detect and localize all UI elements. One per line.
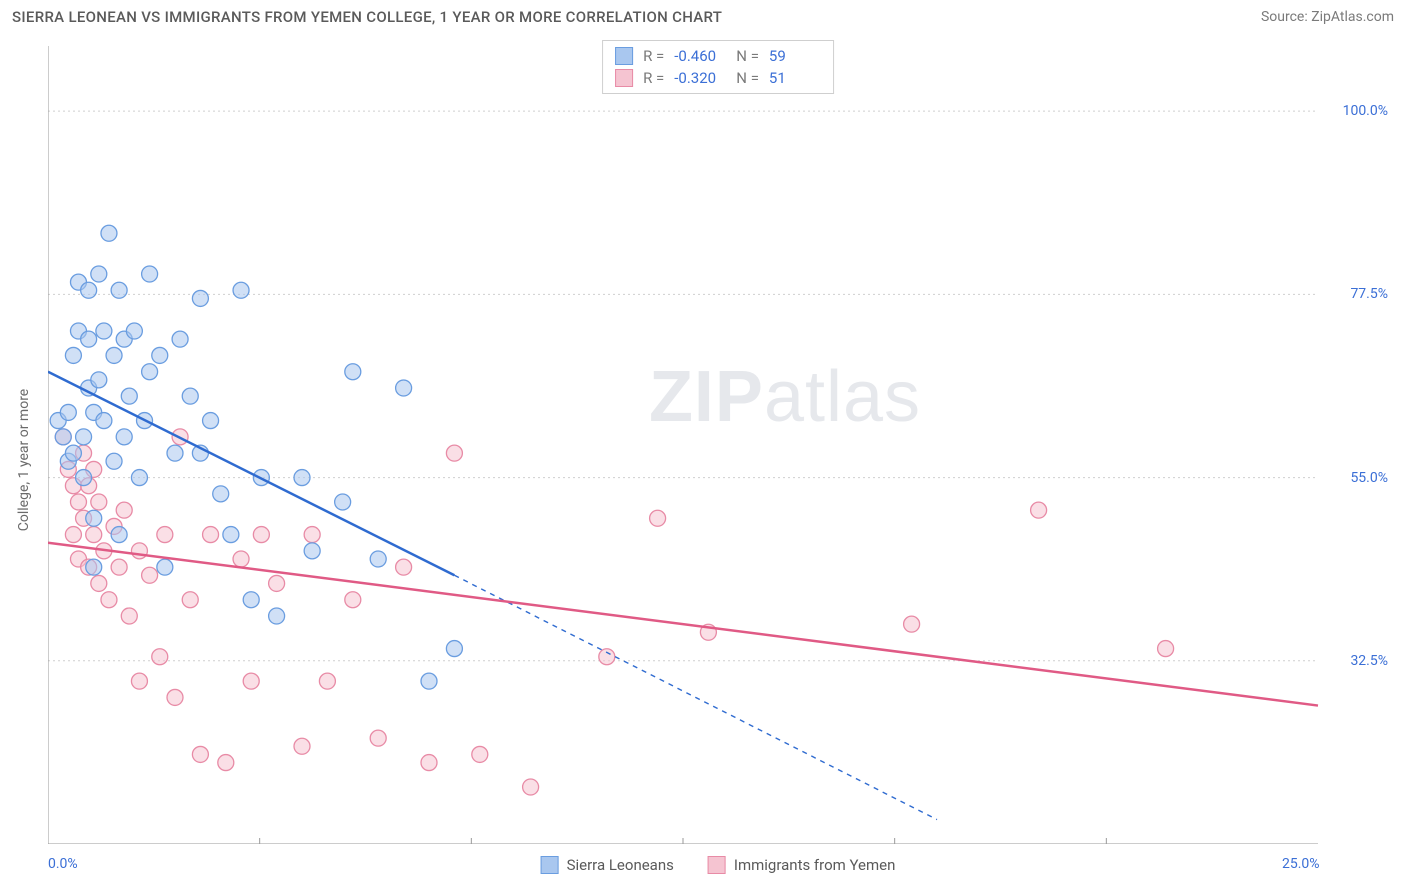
x-tick-label: 0.0% [48,856,78,872]
x-tick-label: 25.0% [1282,856,1320,872]
legend-label-1: Immigrants from Yemen [734,856,896,874]
corr-swatch-1 [615,69,633,87]
legend-swatch-1 [708,856,726,874]
corr-row-1: R = -0.320 N = 51 [615,67,821,89]
legend-swatch-0 [541,856,559,874]
chart-title: SIERRA LEONEAN VS IMMIGRANTS FROM YEMEN … [12,8,722,26]
correlation-legend: R = -0.460 N = 59 R = -0.320 N = 51 [602,40,834,94]
corr-R-0: -0.460 [674,47,726,65]
corr-N-label: N = [736,47,759,65]
scatter-plot [48,46,1388,844]
corr-swatch-0 [615,47,633,65]
corr-N-label: N = [736,69,759,87]
legend-item-0: Sierra Leoneans [541,856,674,874]
series-legend: Sierra Leoneans Immigrants from Yemen [541,856,896,874]
chart-container: ZIPatlas R = -0.460 N = 59 R = -0.320 N … [48,46,1388,844]
corr-R-label: R = [643,47,664,65]
corr-R-1: -0.320 [674,69,726,87]
corr-N-1: 51 [769,69,821,87]
y-tick-label: 100.0% [1343,103,1388,119]
corr-row-0: R = -0.460 N = 59 [615,45,821,67]
source-attribution: Source: ZipAtlas.com [1261,9,1394,25]
y-tick-label: 55.0% [1350,470,1388,486]
legend-item-1: Immigrants from Yemen [708,856,896,874]
corr-R-label: R = [643,69,664,87]
y-tick-label: 32.5% [1350,653,1388,669]
header-bar: SIERRA LEONEAN VS IMMIGRANTS FROM YEMEN … [12,8,1394,26]
legend-label-0: Sierra Leoneans [567,856,674,874]
y-axis-label: College, 1 year or more [16,389,32,531]
y-tick-label: 77.5% [1350,286,1388,302]
corr-N-0: 59 [769,47,821,65]
